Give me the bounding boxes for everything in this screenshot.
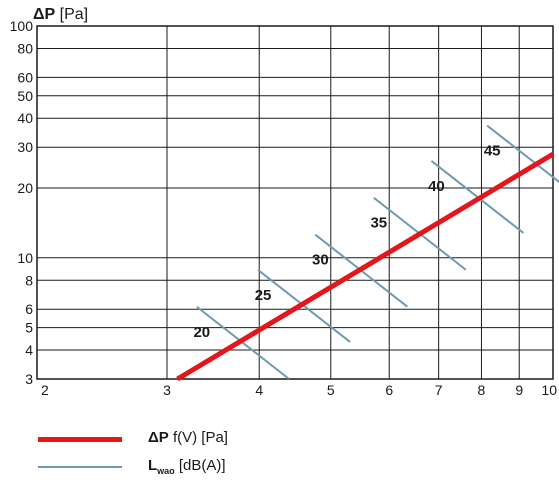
y-tick-label: 3 <box>25 371 33 387</box>
x-tick-label: 7 <box>435 382 443 398</box>
legend-label-pressure: ΔP f(V) [Pa] <box>148 429 228 446</box>
x-tick-label: 5 <box>327 382 335 398</box>
legend-item-pressure: ΔP f(V) [Pa] <box>38 429 338 451</box>
y-tick-label: 10 <box>17 250 33 266</box>
legend-subscript-sound: wao <box>157 466 175 476</box>
y-tick-label: 100 <box>10 18 34 34</box>
sound-level-label-40: 40 <box>428 178 445 195</box>
sound-level-label-20: 20 <box>193 324 210 341</box>
sound-level-label-30: 30 <box>312 252 329 269</box>
legend-item-sound: Lwao [dB(A)] <box>38 457 338 479</box>
x-tick-label: 8 <box>478 382 486 398</box>
y-tick-label: 40 <box>17 110 33 126</box>
sound-level-label-25: 25 <box>255 287 272 304</box>
y-tick-label: 4 <box>25 342 33 358</box>
legend-symbol-sound: L <box>148 457 158 474</box>
x-tick-label: 6 <box>385 382 393 398</box>
legend-symbol-pressure: ΔP <box>148 429 169 446</box>
pressure-curve <box>176 152 555 382</box>
x-tick-label: 9 <box>515 382 523 398</box>
sound-level-labels: 20 25 30 35 40 45 <box>193 143 500 341</box>
plot-frame <box>36 25 554 380</box>
y-tick-label: 8 <box>25 272 33 288</box>
legend-text-sound: [dB(A)] <box>174 457 226 474</box>
axis-titles: ΔP [Pa]V [m/s] <box>33 6 88 23</box>
legend-label-sound: Lwao [dB(A)] <box>148 457 226 476</box>
y-tick-label: 6 <box>25 301 33 317</box>
chart-grid <box>36 25 554 380</box>
sound-level-label-35: 35 <box>370 215 387 232</box>
y-tick-label: 50 <box>17 88 33 104</box>
y-tick-label: 30 <box>17 139 33 155</box>
y-axis-title: ΔP [Pa] <box>33 6 88 23</box>
y-tick-label: 60 <box>17 69 33 85</box>
sound-level-label-45: 45 <box>484 143 501 160</box>
x-tick-label: 10 <box>541 382 557 398</box>
x-tick-label: 2 <box>41 382 49 398</box>
legend-swatch-sound <box>38 466 122 468</box>
y-tick-label: 5 <box>25 320 33 336</box>
y-tick-label: 80 <box>17 40 33 56</box>
x-tick-label: 3 <box>163 382 171 398</box>
x-tick-label: 4 <box>255 382 263 398</box>
legend-swatch-pressure <box>38 437 122 442</box>
pressure-series <box>176 152 555 382</box>
y-axis-symbol: ΔP <box>33 6 56 23</box>
sound-level-line-45 <box>486 124 559 184</box>
legend-text-pressure: f(V) [Pa] <box>168 429 228 446</box>
sound-level-lines <box>196 124 559 380</box>
y-axis-unit: [Pa] <box>55 6 88 23</box>
y-tick-label: 20 <box>17 180 33 196</box>
